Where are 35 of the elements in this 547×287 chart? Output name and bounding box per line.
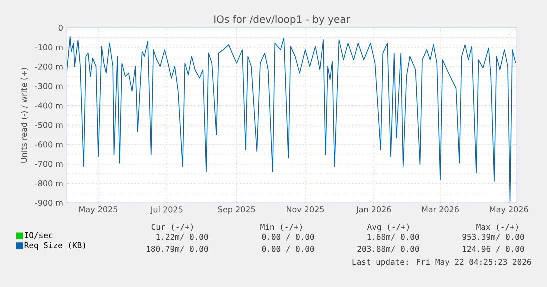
x-tick-label: Jan 2026 xyxy=(356,206,392,214)
x-tick-label: May 2025 xyxy=(80,206,118,214)
text: 0.00 / 0.00 xyxy=(262,234,314,241)
y-tick-label: -200 m xyxy=(35,64,63,70)
text: 1.22m/ 0.00 xyxy=(156,234,208,241)
text: Avg (-/+) xyxy=(367,224,410,232)
legend-label: IO/sec xyxy=(25,232,53,240)
line-series xyxy=(67,36,516,202)
legend-label: Req Size (KB) xyxy=(24,242,86,250)
x-tick-label: Mar 2026 xyxy=(422,206,459,213)
y-tick-label: -400 m xyxy=(35,102,63,109)
y-tick-label: -800 m xyxy=(35,180,63,187)
text: Min (-/+) xyxy=(260,224,302,232)
y-tick-label: 0 xyxy=(58,24,63,32)
text: 203.88m/ 0.00 xyxy=(358,246,420,253)
chart-title: IOs for /dev/loop1 - by year xyxy=(214,15,350,26)
y-tick-label: -900 m xyxy=(35,200,63,206)
x-tick-label: Jul 2025 xyxy=(150,206,183,214)
y-tick-label: -500 m xyxy=(35,122,63,128)
text: Max (-/+) xyxy=(476,224,518,232)
y-tick-label: -600 m xyxy=(35,142,63,148)
y-tick-label: -100 m xyxy=(35,44,63,50)
text: 953.39m/ 0.00 xyxy=(462,234,524,241)
text: 1.68m/ 0.00 xyxy=(368,234,420,241)
x-tick-label: Sep 2025 xyxy=(218,206,256,214)
y-axis-title: Units read (-) / write (+) xyxy=(20,68,28,163)
x-tick-label: May 2026 xyxy=(490,206,528,214)
x-tick-label: Nov 2025 xyxy=(287,206,324,213)
text: 124.96 / 0.00 xyxy=(463,246,524,253)
y-tick-label: -700 m xyxy=(35,161,63,168)
text: Cur (-/+) xyxy=(152,224,194,232)
y-tick-label: -300 m xyxy=(35,83,63,90)
text: 0.00 / 0.00 xyxy=(262,246,314,253)
text: Last update: Fri May 22 04:25:23 2026 xyxy=(352,258,532,267)
text: 180.79m/ 0.00 xyxy=(147,246,208,253)
